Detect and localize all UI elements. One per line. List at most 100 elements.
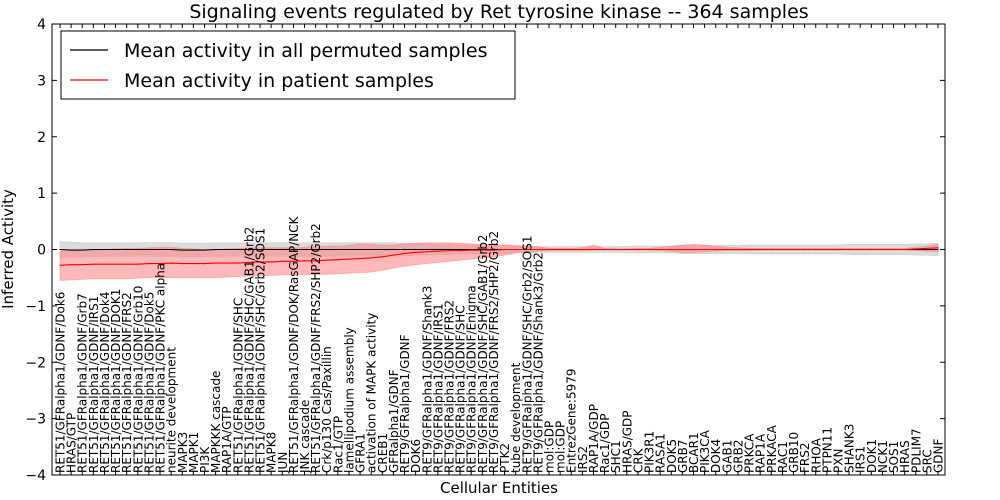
x-tick-label: PXN: [831, 449, 845, 473]
x-tick-label: GFRA1: [354, 433, 368, 473]
patient-line-point: [70, 264, 72, 266]
permuted-line-point: [203, 249, 206, 251]
x-tick-label: RET51/GFRalpha1/GDNF/IRS1: [87, 296, 101, 473]
patient-line-point: [392, 254, 395, 256]
y-axis-label: Inferred Activity: [0, 189, 17, 309]
patient-line-point: [915, 248, 917, 250]
x-tick-label: GRB7: [676, 439, 690, 473]
patient-line-point: [492, 249, 495, 251]
x-tick-label: CREB1: [376, 433, 390, 473]
x-tick-label: RET51/GFRalpha1/GDNF/FRS2: [120, 292, 134, 473]
patient-line-point: [848, 248, 850, 251]
x-tick-label: RASA1: [654, 433, 668, 473]
patient-line-point: [403, 252, 406, 255]
patient-line-point: [114, 263, 117, 265]
x-tick-label: mol:GDP: [554, 421, 568, 473]
patient-line-point: [537, 248, 539, 251]
x-tick-label: PRKCA: [743, 433, 757, 473]
patient-line-point: [292, 260, 294, 262]
x-tick-label: RET9/GFRalpha1/GDNF: [398, 334, 412, 473]
patient-line-point: [192, 262, 194, 265]
patient-line-point: [226, 262, 228, 264]
patient-line-point: [348, 258, 350, 260]
permuted-line-point: [448, 248, 450, 251]
patient-line-point: [381, 256, 383, 258]
patient-line-point: [426, 251, 428, 253]
x-tick-label: GRB2: [731, 439, 745, 473]
patient-line-point: [170, 262, 172, 264]
x-tick-label: FRS2: [798, 443, 812, 474]
x-tick-label: RET9/GFRalpha1/GDNF/IRS1: [431, 303, 445, 473]
permuted-line-point: [415, 248, 417, 251]
x-tick-label: PTPN11: [820, 427, 834, 473]
x-tick-label: RAP1A/GTP: [220, 406, 234, 473]
patient-line-point: [259, 261, 261, 263]
x-tick-label: GDNF: [932, 438, 946, 473]
permuted-line-point: [70, 249, 72, 251]
patient-line-point: [770, 248, 772, 251]
patient-line-point: [303, 260, 306, 262]
patient-line-point: [359, 257, 361, 260]
x-tick-label: DOK5: [665, 439, 679, 473]
patient-line-point: [237, 262, 239, 264]
y-tick-label: 1: [37, 186, 46, 202]
x-tick-label: tube development: [509, 362, 523, 473]
permuted-line-point: [214, 248, 217, 251]
patient-line-point: [281, 260, 283, 262]
patient-line-point: [615, 248, 617, 251]
patient-line-point: [126, 263, 128, 265]
permuted-line-point: [237, 248, 239, 251]
patient-line-point: [648, 248, 650, 251]
x-tick-label: Rac1/GTP: [331, 416, 345, 473]
y-tick-label: 2: [37, 130, 46, 146]
x-tick-label: PIK3R1: [643, 431, 657, 473]
patient-line-point: [748, 248, 750, 251]
patient-line-point: [59, 264, 61, 266]
permuted-line-point: [270, 248, 272, 251]
x-tick-label: PDLIM7: [909, 428, 923, 473]
patient-line-point: [315, 260, 317, 262]
patient-line-point: [92, 263, 94, 265]
x-tick-label: RHOA: [809, 437, 823, 473]
permuted-line-point: [114, 248, 117, 251]
patient-line-point: [804, 248, 806, 251]
permuted-line-point: [281, 248, 283, 251]
y-tick-label: 4: [37, 17, 46, 33]
x-tick-label: MAPK3: [176, 432, 190, 473]
legend-label-patient: Mean activity in patient samples: [124, 70, 434, 92]
patient-line-point: [681, 248, 683, 251]
x-tick-label: RET9/GFRalpha1/GDNF/SHC/Grb2/SOS1: [520, 235, 534, 473]
x-tick-label: RET51/GFRalpha1/GDNF/SHC/GAB1/Grb2: [242, 227, 256, 473]
x-tick-label: RET51/GFRalpha1/GDNF/DOK/RasGAP/NCK: [287, 215, 301, 473]
permuted-line-point: [292, 248, 294, 251]
legend-label-permuted: Mean activity in all permuted samples: [124, 40, 487, 62]
patient-line-point: [214, 262, 217, 264]
patient-line-point: [459, 250, 461, 252]
patient-line-point: [937, 247, 939, 249]
permuted-line-point: [92, 248, 94, 251]
y-tick-label: 0: [37, 243, 46, 259]
x-tick-label: Crk/p130 Cas/Paxillin: [320, 346, 334, 473]
permuted-line-point: [459, 248, 461, 251]
x-tick-label: MAPKKK cascade: [209, 371, 223, 473]
patient-line-point: [759, 248, 761, 251]
permuted-line-point: [426, 248, 428, 251]
patient-line-point: [337, 259, 339, 261]
permuted-line-point: [437, 248, 439, 251]
legend-box: [60, 30, 516, 100]
patient-line-point: [248, 261, 250, 264]
patient-line-point: [826, 248, 828, 251]
x-tick-label: PI3K: [198, 446, 212, 473]
permuted-line-point: [159, 248, 161, 251]
x-tick-label: RET51/GFRalpha1/GDNF/SHC: [231, 298, 245, 473]
permuted-line-point: [126, 248, 128, 251]
patient-line-point: [181, 262, 183, 265]
x-tick-label: RET9/GFRalpha1/GDNF/Shank3: [420, 286, 434, 473]
permuted-line-point: [315, 248, 317, 251]
permuted-line-point: [170, 248, 172, 251]
patient-line-point: [870, 248, 872, 251]
patient-line-point: [881, 248, 884, 251]
x-tick-label: lamellipodium assembly: [342, 327, 356, 473]
patient-line-point: [926, 247, 928, 249]
